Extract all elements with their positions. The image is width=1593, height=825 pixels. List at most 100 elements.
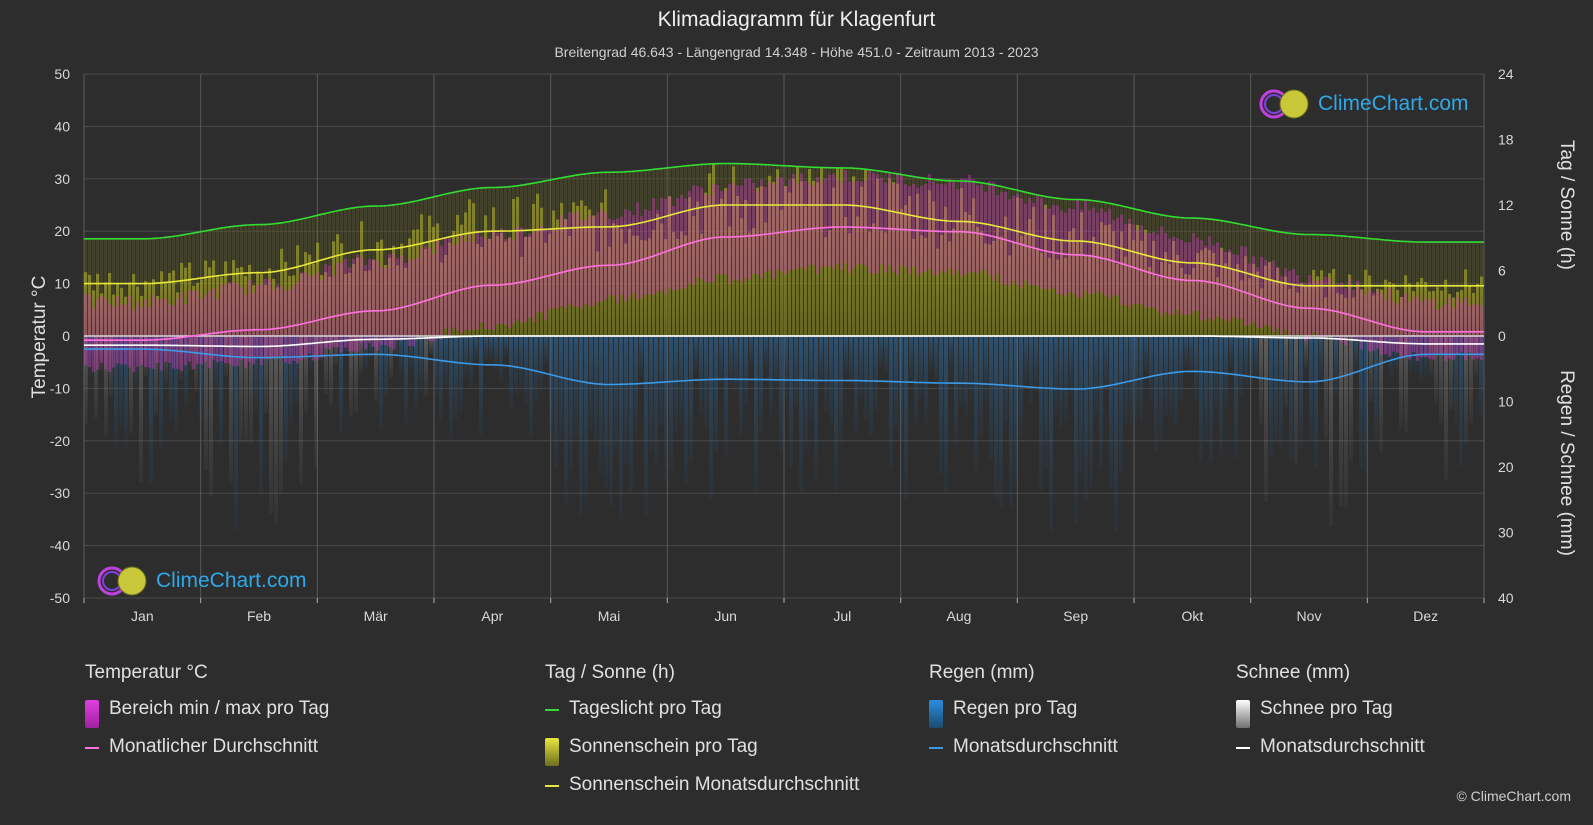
- daylight-day-bar: [596, 172, 600, 252]
- daylight-day-bar: [920, 177, 924, 236]
- rain-day-bar: [1264, 336, 1268, 502]
- rain-day-bar: [1124, 336, 1128, 425]
- daylight-day-bar: [396, 204, 400, 266]
- rain-day-bar: [1464, 336, 1468, 444]
- sunshine-day-bar: [480, 246, 484, 336]
- daylight-day-bar: [1044, 196, 1048, 205]
- temp-range-day-bar: [536, 229, 540, 313]
- brand-logo-top[interactable]: ClimeChart.com: [1258, 88, 1469, 120]
- daylight-day-bar: [1424, 242, 1428, 282]
- rain-day-bar: [1394, 336, 1398, 369]
- sunshine-day-bar: [296, 245, 300, 336]
- month-tick-label: Jan: [131, 608, 154, 624]
- temp-range-day-bar: [524, 236, 528, 322]
- sunshine-day-bar: [1124, 256, 1128, 336]
- sunshine-day-bar: [348, 272, 352, 336]
- sunshine-day-bar: [908, 195, 912, 336]
- sunshine-day-bar: [928, 190, 932, 336]
- rain-day-bar: [1159, 336, 1163, 442]
- daylight-day-bar: [936, 179, 940, 249]
- sunshine-day-bar: [1404, 275, 1408, 336]
- temp-range-day-bar: [264, 278, 268, 359]
- sunshine-day-bar: [392, 245, 396, 336]
- sunshine-day-bar: [1220, 247, 1224, 336]
- rain-day-bar: [724, 336, 728, 456]
- temp-range-day-bar: [168, 303, 172, 363]
- sunshine-day-bar: [124, 296, 128, 336]
- rain-day-bar: [989, 336, 993, 460]
- sunshine-day-bar: [1240, 280, 1244, 336]
- temp-range-day-bar: [1088, 210, 1092, 295]
- daylight-day-bar: [1072, 199, 1076, 229]
- climechart-logo-icon: [1259, 89, 1309, 119]
- temp-range-day-bar: [664, 199, 668, 295]
- daylight-day-bar: [632, 171, 636, 236]
- daylight-day-bar: [660, 168, 664, 224]
- temp-range-day-bar: [256, 285, 260, 358]
- temp-range-day-bar: [348, 267, 352, 352]
- sunshine-day-bar: [1284, 276, 1288, 336]
- rain-day-bar: [774, 336, 778, 388]
- rain-day-bar: [1164, 336, 1168, 417]
- daylight-day-bar: [352, 208, 356, 264]
- temp-range-day-bar: [720, 191, 724, 275]
- rain-day-bar: [474, 336, 478, 361]
- temp-range-day-bar: [700, 187, 704, 280]
- legend-item-sunshine-avg: Sonnenschein Monatsdurchschnitt: [545, 774, 859, 812]
- temp-range-day-bar: [740, 185, 744, 283]
- daylight-day-bar: [1324, 234, 1328, 298]
- sunshine-day-bar: [260, 274, 264, 336]
- rain-day-bar: [954, 336, 958, 446]
- rain-day-bar: [694, 336, 698, 370]
- temp-range-day-bar: [980, 184, 984, 271]
- temp-range-day-bar: [1080, 209, 1084, 298]
- rain-day-bar: [744, 336, 748, 406]
- daylight-day-bar: [168, 237, 172, 274]
- temp-range-day-bar: [812, 185, 816, 265]
- temp-range-day-bar: [756, 191, 760, 275]
- sunshine-day-bar: [532, 203, 536, 336]
- daylight-day-bar: [684, 166, 688, 236]
- legend-item-temp-avg: Monatlicher Durchschnitt: [85, 736, 318, 774]
- rain-day-bar: [1364, 336, 1368, 472]
- temp-range-day-bar: [1468, 305, 1472, 353]
- sunshine-day-bar: [1140, 240, 1144, 336]
- rain-day-bar: [464, 336, 468, 379]
- sunshine-day-bar: [664, 239, 668, 336]
- sunshine-day-bar: [324, 272, 328, 336]
- sunshine-day-bar: [496, 235, 500, 336]
- rain-day-bar: [354, 336, 358, 413]
- rain-day-bar: [324, 336, 328, 395]
- temp-range-day-bar: [484, 237, 488, 329]
- daylight-day-bar: [456, 191, 460, 215]
- daylight-day-bar: [1304, 234, 1308, 286]
- temp-range-day-bar: [1268, 263, 1272, 327]
- daylight-day-bar: [844, 167, 848, 217]
- temp-range-day-bar: [144, 299, 148, 368]
- daylight-day-bar: [676, 166, 680, 239]
- temp-range-day-bar: [456, 243, 460, 331]
- sunshine-day-bar: [668, 196, 672, 336]
- sunshine-day-bar: [104, 282, 108, 336]
- sunshine-day-bar: [1336, 292, 1340, 336]
- brand-logo-bottom[interactable]: ClimeChart.com: [96, 565, 307, 597]
- daylight-day-bar: [152, 238, 156, 280]
- temp-range-day-bar: [384, 267, 388, 346]
- sunshine-day-bar: [1160, 262, 1164, 336]
- rain-day-bar: [1314, 336, 1318, 470]
- daylight-day-bar: [232, 226, 236, 261]
- legend-label: Monatsdurchschnitt: [953, 736, 1118, 757]
- temp-range-day-bar: [160, 299, 164, 371]
- legend-sun-title: Tag / Sonne (h): [545, 662, 675, 683]
- daylight-day-bar: [408, 202, 412, 239]
- rain-day-bar: [764, 336, 768, 367]
- rain-day-bar: [139, 336, 143, 483]
- rain-day-bar: [1049, 336, 1053, 532]
- temp-range-day-bar: [1428, 301, 1432, 359]
- rain-day-bar: [714, 336, 718, 454]
- sunshine-day-bar: [116, 284, 120, 336]
- temp-range-day-bar: [388, 254, 392, 347]
- sunshine-day-bar: [456, 214, 460, 336]
- rain-day-bar: [964, 336, 968, 417]
- daylight-day-bar: [224, 227, 228, 262]
